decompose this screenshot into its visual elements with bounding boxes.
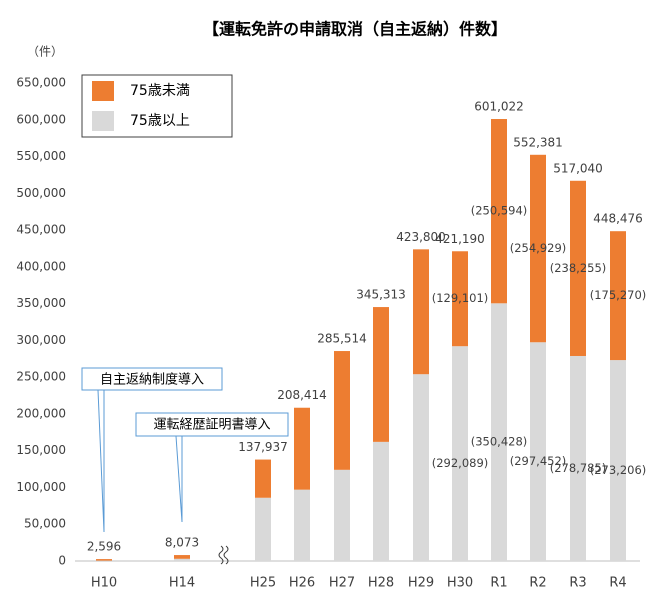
y-tick-label: 250,000: [16, 370, 66, 384]
segment-label: (292,089): [432, 456, 489, 470]
annotation-box: [135, 412, 289, 437]
legend-swatch: [92, 81, 114, 101]
segment-label: (350,428): [471, 435, 528, 449]
segment-label: (129,101): [432, 291, 489, 305]
segment-label: (278,785): [550, 461, 607, 475]
x-tick-label: H27: [329, 576, 355, 591]
bar-segment: [491, 303, 507, 561]
x-tick-label: R2: [529, 576, 546, 591]
bar-segment: [452, 346, 468, 561]
segment-label: (250,594): [471, 204, 528, 218]
total-label: 137,937: [238, 440, 288, 454]
chart-title: 【運転免許の申請取消（自主返納）件数】: [203, 20, 507, 39]
axis-break: [218, 545, 229, 565]
bar-segment: [255, 497, 271, 561]
y-tick-label: 0: [58, 554, 66, 568]
segment-label: (273,206): [590, 463, 647, 477]
annotation-box: [81, 367, 223, 391]
y-tick-label: 100,000: [16, 480, 66, 494]
bar-segment: [570, 180, 586, 356]
bar-segment: [413, 249, 429, 375]
total-label: 448,476: [593, 212, 643, 226]
total-label: 208,414: [277, 388, 327, 402]
total-label: 552,381: [513, 135, 563, 149]
legend-swatch: [92, 111, 114, 131]
bar-segment: [452, 251, 468, 347]
y-tick-label: 350,000: [16, 296, 66, 310]
annotation: 運転経歴証明書導入: [153, 418, 270, 433]
total-label: 601,022: [474, 100, 524, 114]
callout-line: [175, 435, 183, 523]
x-tick-label: R4: [609, 576, 626, 591]
y-tick-label: 150,000: [16, 443, 66, 457]
y-tick-label: 400,000: [16, 259, 66, 273]
y-tick-label: 200,000: [16, 406, 66, 420]
x-tick-label: H10: [91, 576, 117, 591]
bar-segment: [294, 407, 310, 490]
total-label: 517,040: [553, 161, 603, 175]
total-label: 421,190: [435, 232, 485, 246]
x-tick-label: R1: [490, 576, 507, 591]
bar-segment: [373, 307, 389, 442]
y-tick-label: 50,000: [24, 517, 66, 531]
x-tick-label: H28: [368, 576, 394, 591]
total-label: 285,514: [317, 332, 367, 346]
x-tick-label: R3: [569, 576, 586, 591]
bar-segment: [174, 555, 190, 559]
segment-label: (254,929): [510, 241, 567, 255]
x-tick-label: H25: [250, 576, 276, 591]
y-tick-label: 300,000: [16, 333, 66, 347]
x-tick-label: H29: [408, 576, 434, 591]
total-label: 423,800: [396, 230, 446, 244]
segment-label: (238,255): [550, 261, 607, 275]
y-unit: （件）: [27, 45, 63, 59]
y-tick-label: 450,000: [16, 223, 66, 237]
bar-segment: [294, 489, 310, 561]
total-label: 345,313: [356, 288, 406, 302]
y-tick-label: 500,000: [16, 186, 66, 200]
annotation: 自主返納制度導入: [100, 372, 204, 388]
x-tick-label: H14: [169, 576, 195, 591]
bar-segment: [610, 360, 626, 561]
x-tick-label: H26: [289, 576, 315, 591]
bar-segment: [334, 351, 350, 470]
bar-segment: [530, 154, 546, 343]
x-tick-label: H30: [447, 576, 473, 591]
segment-label: (175,270): [590, 288, 647, 302]
total-label: 8,073: [165, 536, 199, 550]
bar-segment: [96, 559, 112, 561]
bar-segment: [255, 459, 271, 498]
legend-label: 75歳未満: [130, 83, 190, 99]
callout-line: [97, 389, 105, 533]
y-tick-label: 550,000: [16, 149, 66, 163]
bar-segment: [610, 231, 626, 361]
bar-segment: [530, 342, 546, 561]
legend-label: 75歳以上: [130, 113, 190, 129]
segment-label: (297,452): [510, 454, 567, 468]
y-tick-label: 650,000: [16, 76, 66, 90]
y-tick-label: 600,000: [16, 112, 66, 126]
total-label: 2,596: [87, 540, 121, 554]
bar-segment: [570, 355, 586, 561]
bar-segment: [413, 374, 429, 561]
bar-segment: [373, 441, 389, 561]
bar-segment: [334, 469, 350, 561]
bar-segment: [174, 558, 190, 561]
bar-segment: [491, 119, 507, 304]
